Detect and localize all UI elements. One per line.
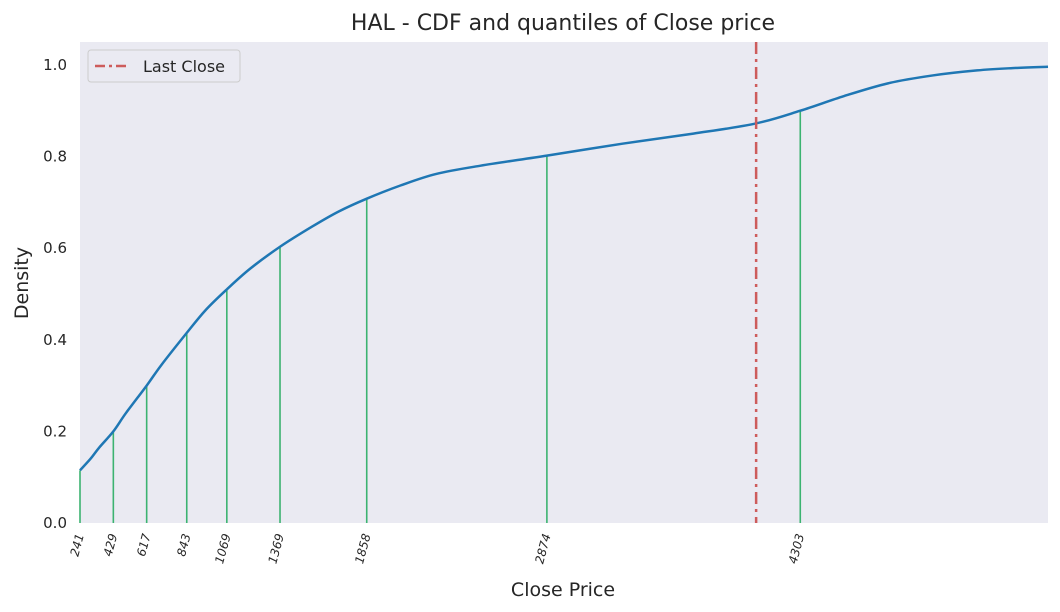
legend-label-last-close: Last Close [143, 57, 225, 76]
y-tick-label: 0.4 [43, 331, 67, 349]
y-tick-label: 1.0 [43, 56, 67, 74]
x-tick-label: 4303 [786, 532, 807, 565]
x-tick-label: 1069 [212, 532, 233, 565]
x-tick-label: 241 [67, 532, 86, 558]
cdf-curve [79, 65, 1049, 472]
x-tick-label: 617 [134, 532, 154, 558]
y-tick-label: 0.8 [43, 148, 67, 166]
y-tick-label: 0.0 [43, 514, 67, 532]
x-tick-label: 1858 [352, 532, 374, 565]
x-tick-label: 843 [174, 532, 193, 558]
x-tick-label: 2874 [532, 532, 553, 565]
x-tick-label: 1369 [265, 532, 286, 565]
plot-background [80, 42, 1048, 523]
legend: Last Close [87, 49, 241, 83]
legend-box [87, 49, 241, 83]
y-axis-label: Density [11, 247, 33, 319]
x-axis-label: Close Price [511, 579, 615, 601]
chart-title: HAL - CDF and quantiles of Close price [351, 11, 775, 36]
y-tick-label: 0.6 [43, 239, 67, 257]
x-tick-label: 429 [101, 532, 120, 558]
y-tick-label: 0.2 [43, 422, 67, 440]
